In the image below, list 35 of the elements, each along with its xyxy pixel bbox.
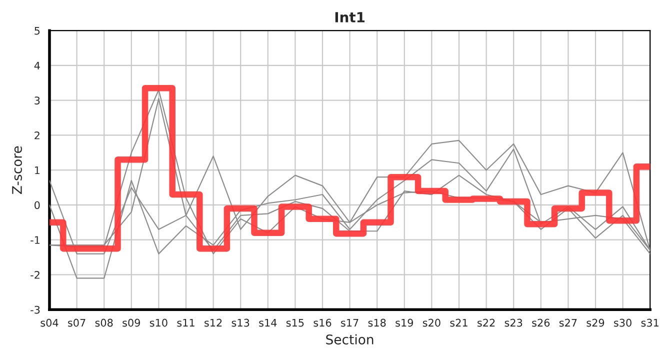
x-tick-label: s19 bbox=[396, 318, 414, 327]
x-tick-label: s09 bbox=[122, 318, 140, 327]
x-tick-label: s08 bbox=[95, 318, 113, 327]
x-tick-label: s11 bbox=[177, 318, 194, 327]
x-tick-label: s12 bbox=[204, 318, 222, 327]
x-tick-label: s17 bbox=[341, 318, 358, 327]
y-tick-label: -2 bbox=[30, 270, 40, 279]
x-tick-label: s22 bbox=[478, 318, 495, 327]
x-tick-label: s10 bbox=[150, 318, 168, 327]
y-tick-label: 2 bbox=[34, 131, 40, 140]
x-tick-label: s30 bbox=[614, 318, 632, 327]
x-tick-label: s27 bbox=[559, 318, 577, 327]
y-axis-title: Z-score bbox=[12, 146, 22, 194]
x-tick-label: s15 bbox=[286, 318, 304, 327]
x-tick-label: s31 bbox=[641, 318, 658, 327]
x-tick-label: s18 bbox=[368, 318, 386, 327]
y-tick-label: 0 bbox=[34, 201, 40, 210]
y-tick-label: 5 bbox=[34, 26, 40, 35]
x-tick-label: s16 bbox=[314, 318, 332, 327]
y-tick-label: -3 bbox=[30, 306, 40, 314]
y-tick-label: 3 bbox=[34, 96, 40, 104]
x-tick-label: s21 bbox=[450, 318, 468, 327]
x-tick-label: s07 bbox=[68, 318, 86, 327]
y-tick-label: 4 bbox=[34, 62, 40, 70]
x-axis-title: Section bbox=[326, 334, 374, 344]
x-tick-label: s29 bbox=[586, 318, 604, 327]
x-tick-label: s26 bbox=[532, 318, 550, 327]
x-tick-label: s13 bbox=[232, 318, 250, 327]
y-tick-label: -1 bbox=[30, 236, 40, 244]
x-tick-label: s14 bbox=[259, 318, 277, 327]
x-tick-label: s23 bbox=[504, 318, 522, 327]
x-tick-label: s20 bbox=[422, 318, 440, 327]
x-tick-label: s04 bbox=[40, 318, 58, 327]
chart-title: Int1 bbox=[335, 12, 365, 22]
y-tick-label: 1 bbox=[34, 166, 40, 174]
